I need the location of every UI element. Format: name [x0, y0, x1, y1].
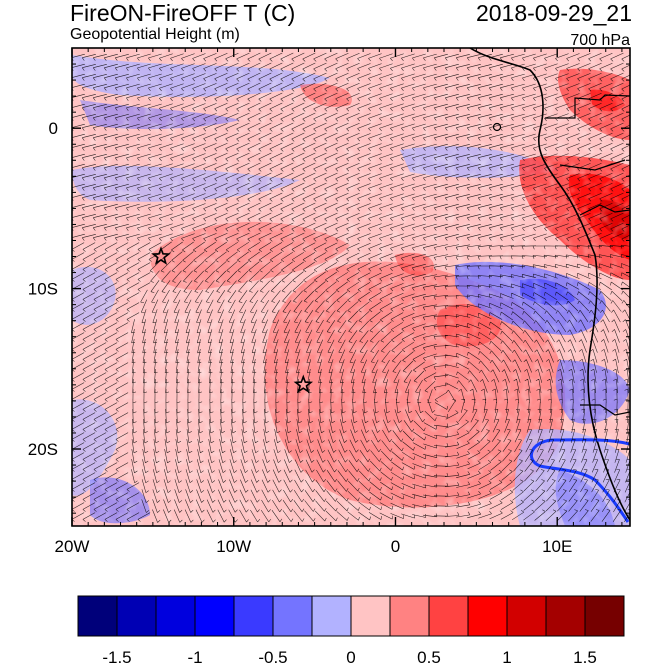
chart-subtitle: Geopotential Height (m): [70, 26, 240, 43]
colorbar-swatch: [77, 595, 118, 637]
x-tick-label: 10W: [216, 537, 251, 556]
valid-time: 2018-09-29_21: [475, 0, 632, 26]
colorbar-label: -1: [187, 648, 202, 667]
country-border: [545, 94, 630, 119]
markers: [151, 246, 314, 394]
colorbar-swatch: [194, 595, 235, 637]
colorbar-label: 1.5: [573, 648, 597, 667]
x-tick-label: 0: [391, 537, 400, 556]
colorbar-swatch: [233, 595, 274, 637]
y-tick-label: 20S: [28, 440, 58, 459]
pressure-level: 700 hPa: [570, 32, 630, 49]
island: [492, 122, 502, 132]
chart-title: FireON-FireOFF T (C): [70, 0, 296, 26]
country-border: [580, 404, 630, 416]
x-tick-label: 10E: [542, 537, 572, 556]
colorbar-label: -0.5: [258, 648, 287, 667]
star-marker-central: [293, 374, 314, 394]
colorbar-label: -1.5: [102, 648, 131, 667]
colorbar-swatch: [116, 595, 157, 637]
colorbar: -1.5 -1 -0.5 0 0.5 1 1.5: [77, 595, 625, 667]
plot-frame: [71, 47, 631, 527]
colorbar-swatch: [272, 595, 313, 637]
wind-barb-field: [72, 52, 630, 523]
colorbar-swatch: [155, 595, 196, 637]
wind-barbs: [72, 52, 630, 523]
colorbar-label: 0.5: [417, 648, 441, 667]
x-tick-label: 20W: [55, 537, 90, 556]
plot-area: [72, 48, 630, 526]
colorbar-swatch: [545, 595, 586, 637]
colorbar-swatch: [389, 595, 430, 637]
colorbar-swatch: [428, 595, 469, 637]
colorbar-swatch: [311, 595, 352, 637]
star-marker-west: [151, 246, 171, 265]
colorbar-label: 1: [502, 648, 511, 667]
y-tick-label: 0: [49, 119, 58, 138]
colorbar-swatch: [350, 595, 391, 637]
axes: 20W 10W 0 10E 0 10S 20S: [28, 48, 630, 556]
colorbar-label: 0: [346, 648, 355, 667]
colorbar-swatch: [467, 595, 508, 637]
y-tick-label: 10S: [28, 280, 58, 299]
colorbar-swatch: [506, 595, 547, 637]
colorbar-swatch: [584, 595, 625, 637]
